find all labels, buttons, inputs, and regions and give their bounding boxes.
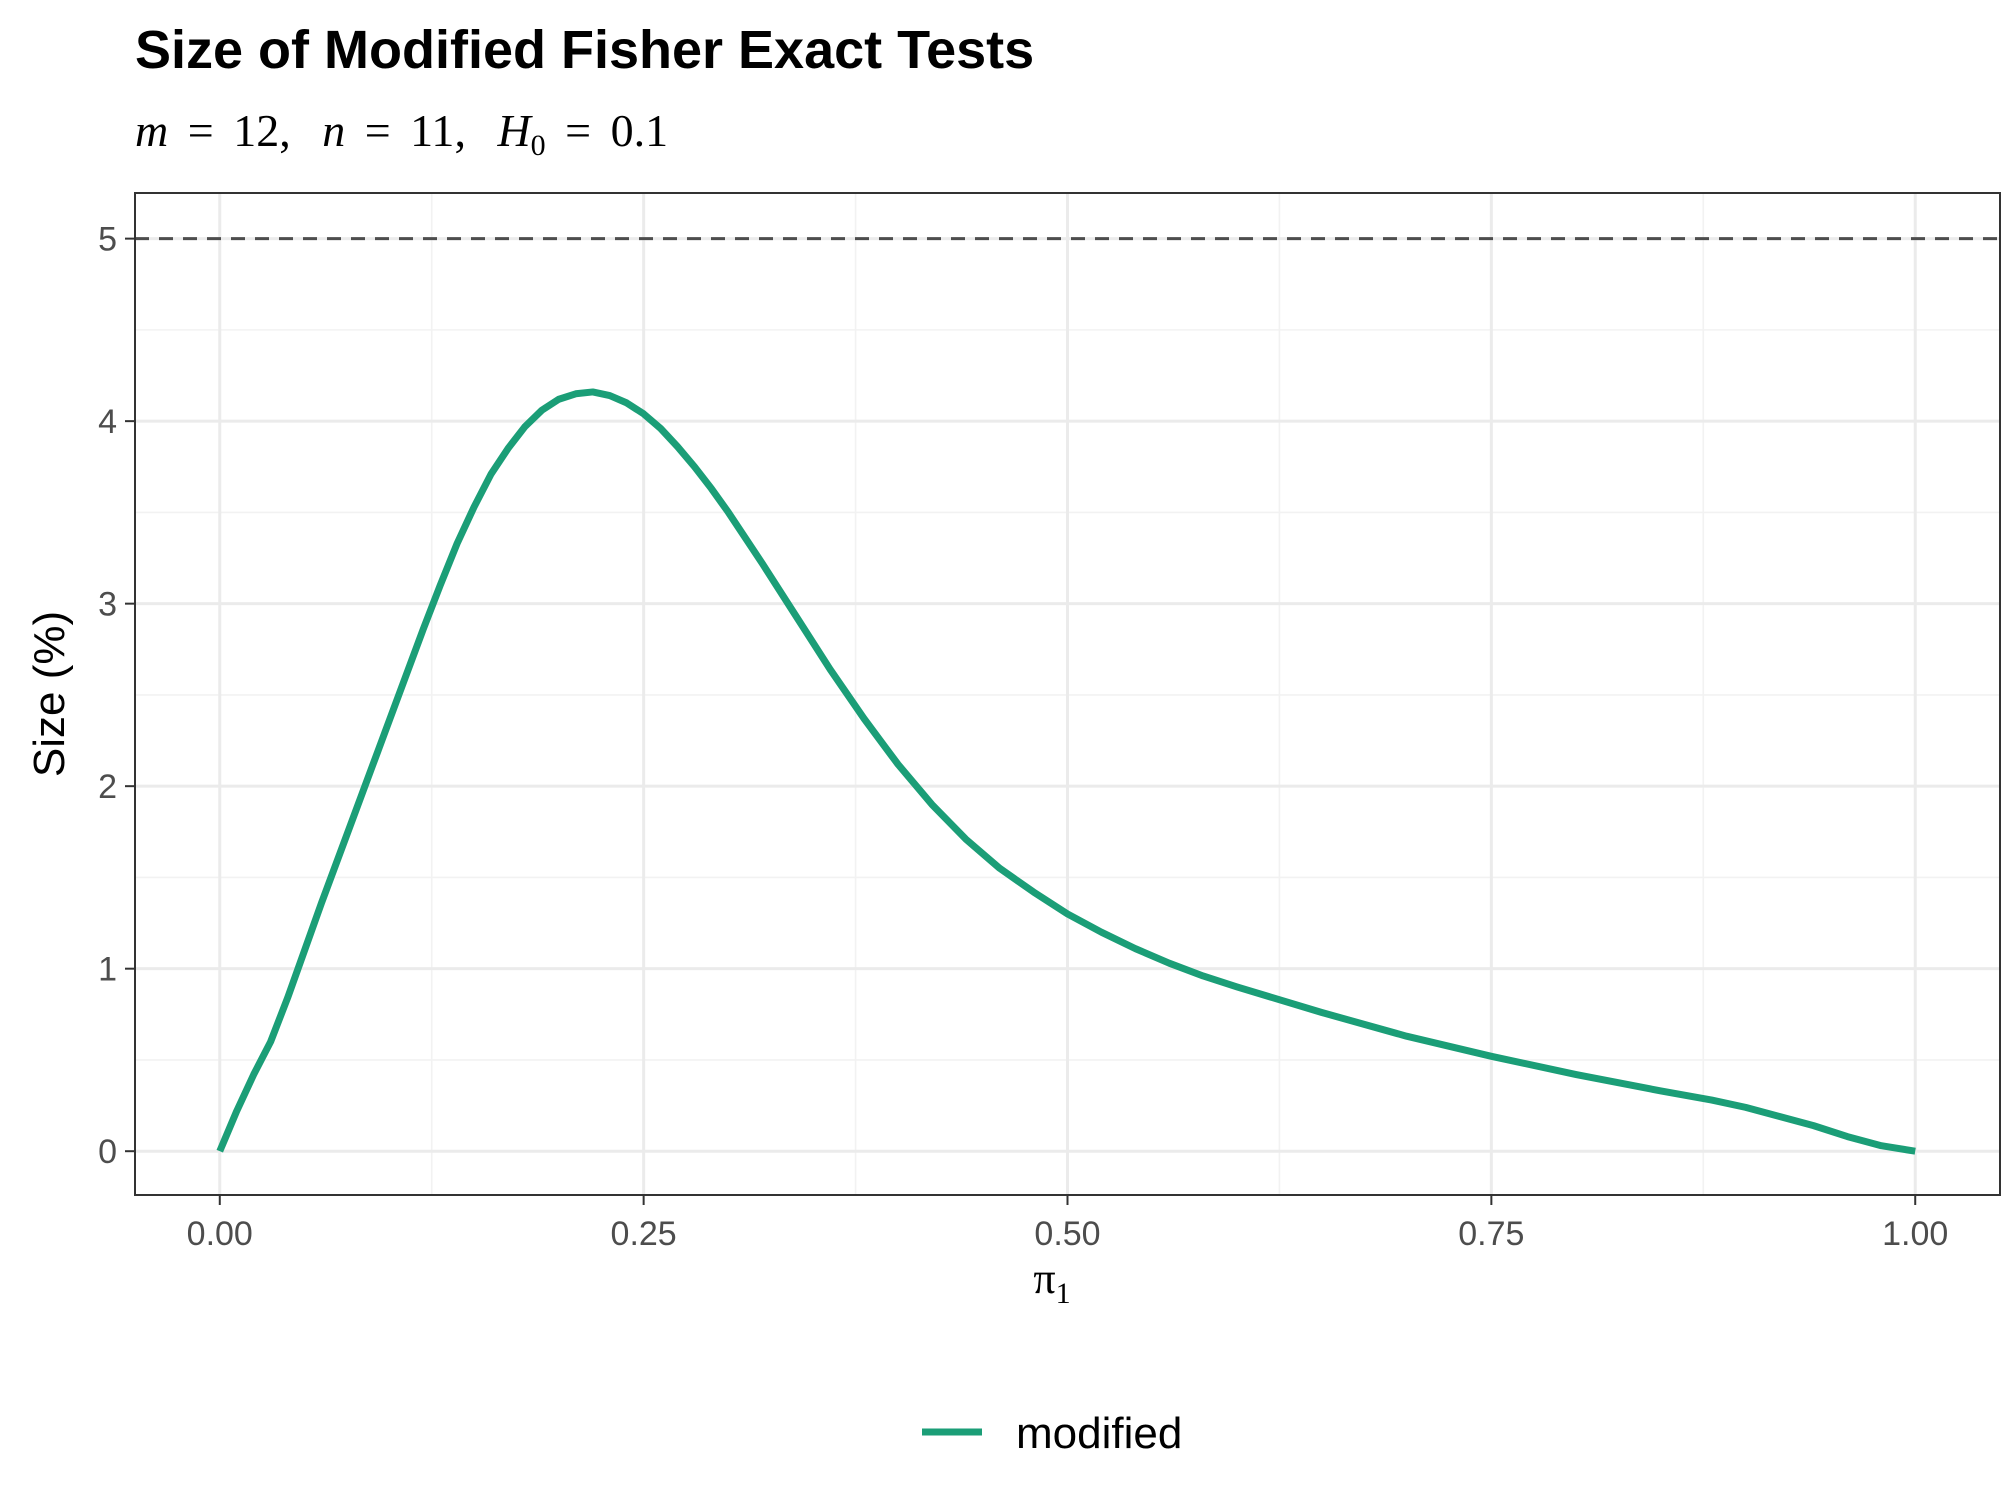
- x-axis-title-symbol: π: [1033, 1254, 1055, 1303]
- chart-subtitle: m = 12, n = 11, H0 = 0.1: [135, 105, 668, 165]
- subtitle-h-symbol: H: [496, 105, 533, 156]
- x-tick-label-3: 0.75: [1458, 1215, 1524, 1253]
- series-layer: [216, 388, 1916, 1155]
- chart-title: Size of Modified Fisher Exact Tests: [135, 20, 1034, 80]
- subtitle-m-value: 12: [233, 105, 279, 156]
- x-tick-label-1: 0.25: [611, 1215, 677, 1253]
- subtitle-h-value: 0.1: [611, 105, 669, 156]
- x-axis-title-subscript: 1: [1056, 1277, 1071, 1310]
- x-tick-label-2: 0.50: [1034, 1215, 1100, 1253]
- y-tick-label-5: 5: [98, 221, 117, 259]
- subtitle-h-subscript: 0: [531, 129, 546, 162]
- y-tick-label-0: 0: [98, 1133, 117, 1171]
- y-tick-label-4: 4: [98, 403, 117, 441]
- subtitle-separator-2: ,: [454, 105, 466, 156]
- subtitle-n-value: 11: [410, 105, 454, 156]
- x-tick-label-4: 1.00: [1882, 1215, 1948, 1253]
- subtitle-m-symbol: m: [135, 105, 168, 156]
- legend: modified: [922, 1409, 1182, 1458]
- x-tick-label-0: 0.00: [187, 1215, 253, 1253]
- series-line-modified: [216, 388, 1916, 1155]
- subtitle-separator-1: ,: [279, 105, 291, 156]
- subtitle-h-equals: =: [565, 105, 591, 156]
- legend-label-modified: modified: [1016, 1409, 1182, 1458]
- subtitle-n-symbol: n: [322, 105, 345, 156]
- y-tick-label-3: 3: [98, 586, 117, 624]
- subtitle-m-equals: =: [188, 105, 214, 156]
- y-axis: 0 1 2 3 4 5: [98, 221, 135, 1171]
- y-tick-label-1: 1: [98, 951, 117, 989]
- x-axis: 0.00 0.25 0.50 0.75 1.00: [187, 1195, 1948, 1253]
- x-axis-title: π1: [1033, 1254, 1070, 1310]
- plot-panel: [134, 192, 2001, 1196]
- y-axis-title: Size (%): [25, 611, 74, 777]
- major-gridlines: [135, 193, 2000, 1195]
- y-tick-label-2: 2: [98, 768, 117, 806]
- subtitle-n-equals: =: [365, 105, 391, 156]
